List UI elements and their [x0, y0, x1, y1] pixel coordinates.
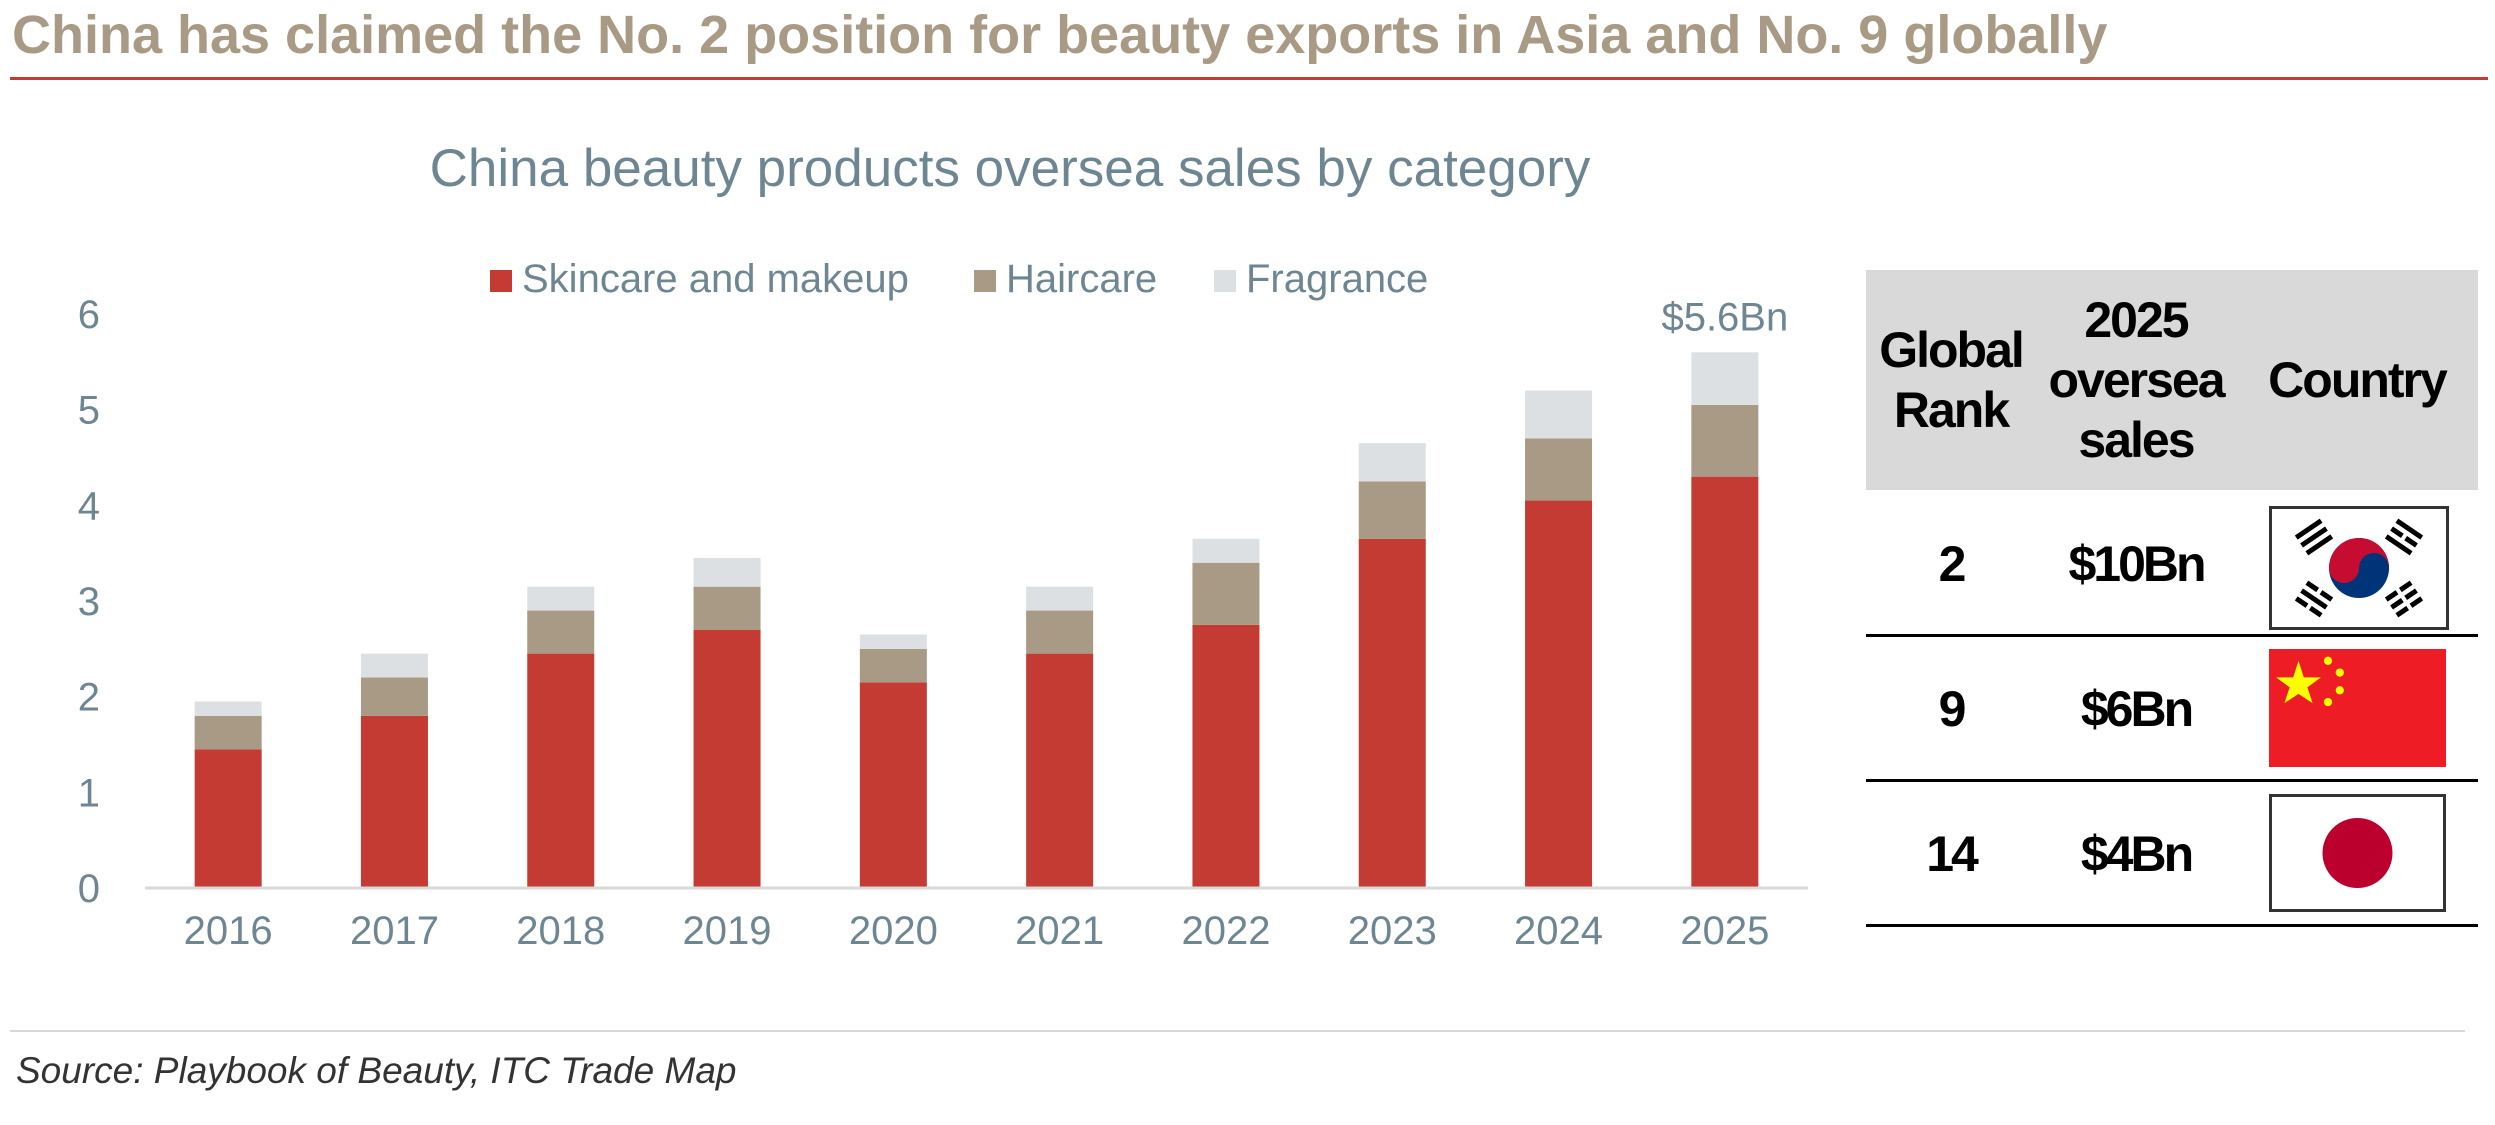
y-tick-label: 5 — [78, 389, 100, 433]
bar-segment — [194, 715, 262, 750]
x-tick-label: 2025 — [1680, 909, 1769, 953]
sales-cell: $4Bn — [2080, 825, 2194, 882]
bar-segment — [360, 715, 428, 888]
headline: China has claimed the No. 2 position for… — [12, 5, 2108, 65]
table-row: 2 $10Bn — [1866, 492, 2478, 635]
bar-segment — [1358, 538, 1426, 888]
y-axis: 0 1 2 3 4 5 6 — [78, 293, 100, 911]
sales-cell: $10Bn — [2068, 535, 2206, 592]
bar-segment — [194, 701, 262, 716]
x-tick-label: 2016 — [184, 909, 273, 953]
rank-cell: 2 — [1938, 535, 1967, 592]
y-tick-label: 3 — [78, 580, 100, 624]
legend-swatch — [1214, 270, 1236, 292]
bar-segment — [1358, 481, 1426, 539]
sales-cell: $6Bn — [2080, 680, 2194, 737]
header-global-rank: Global Rank — [1879, 322, 2025, 438]
y-tick-label: 6 — [78, 293, 100, 337]
headline-rule — [10, 77, 2488, 80]
rank-cell: 14 — [1926, 825, 1979, 882]
row-divider — [1866, 634, 2478, 637]
bar-segment — [1525, 390, 1593, 439]
x-tick-label: 2021 — [1015, 909, 1104, 953]
chart-title: China beauty products oversea sales by c… — [429, 139, 1591, 198]
source-note: Source: Playbook of Beauty, ITC Trade Ma… — [16, 1050, 737, 1091]
y-tick-label: 4 — [78, 484, 100, 528]
x-tick-label: 2024 — [1514, 909, 1603, 953]
table-row: 14 $4Bn — [1866, 782, 2478, 925]
bar-segment — [1691, 352, 1759, 405]
bar-segment — [693, 586, 761, 630]
rank-cell: 9 — [1938, 680, 1967, 737]
bar-segment — [1691, 404, 1759, 477]
x-tick-label: 2018 — [516, 909, 605, 953]
japan-flag-icon — [2269, 794, 2446, 912]
bar-segment — [1192, 624, 1260, 888]
bar-segment — [1525, 500, 1593, 888]
bar-segment — [1525, 438, 1593, 501]
bar-segment — [693, 557, 761, 587]
x-tick-label: 2022 — [1181, 909, 1270, 953]
bar-segment — [360, 677, 428, 716]
bar-segment — [859, 682, 927, 888]
legend-label: Haircare — [1006, 257, 1157, 301]
bar-segment — [1026, 610, 1094, 654]
china-flag-icon — [2269, 649, 2446, 767]
x-axis: 2016 2017 2018 2019 2020 2021 2022 2023 2024 2025 — [184, 909, 1770, 953]
table-row: 9 $6Bn — [1866, 637, 2478, 780]
chart-annotation: $5.6Bn — [1661, 295, 1788, 339]
table-header-band — [1866, 270, 2478, 490]
y-tick-label: 1 — [78, 771, 100, 815]
bar-segment — [527, 610, 595, 654]
legend-label: Skincare and makeup — [522, 257, 909, 301]
bar-group — [194, 352, 1759, 888]
row-divider — [1866, 924, 2478, 927]
header-oversea-sales: 2025 oversea sales — [2048, 292, 2225, 468]
bar-segment — [859, 648, 927, 683]
legend-swatch — [490, 270, 512, 292]
footer-rule — [10, 1030, 2465, 1032]
bar-segment — [1691, 476, 1759, 888]
bar-segment — [1192, 562, 1260, 625]
bar-segment — [360, 653, 428, 678]
x-tick-label: 2017 — [350, 909, 439, 953]
bar-segment — [527, 653, 595, 888]
bar-segment — [693, 629, 761, 888]
x-tick-label: 2023 — [1348, 909, 1437, 953]
stacked-bar-chart: Skincare and makeup Haircare Fragrance 0 1 2… — [78, 257, 1808, 953]
total-annotation: $5.6Bn — [1661, 295, 1788, 339]
bar-segment — [1026, 653, 1094, 888]
bar-segment — [859, 634, 927, 649]
legend-swatch — [974, 270, 996, 292]
row-divider — [1866, 779, 2478, 782]
bar-segment — [1192, 538, 1260, 563]
bar-segment — [1026, 586, 1094, 611]
south-korea-flag-icon — [2269, 506, 2449, 630]
x-tick-label: 2019 — [683, 909, 772, 953]
y-tick-label: 2 — [78, 676, 100, 720]
bar-segment — [194, 749, 262, 888]
bar-segment — [527, 586, 595, 611]
y-tick-label: 0 — [78, 867, 100, 911]
x-tick-label: 2020 — [849, 909, 938, 953]
legend-label: Fragrance — [1246, 257, 1428, 301]
bar-segment — [1358, 443, 1426, 482]
header-country: Country — [2268, 352, 2448, 408]
chart-legend: Skincare and makeup Haircare Fragrance — [490, 257, 1428, 301]
